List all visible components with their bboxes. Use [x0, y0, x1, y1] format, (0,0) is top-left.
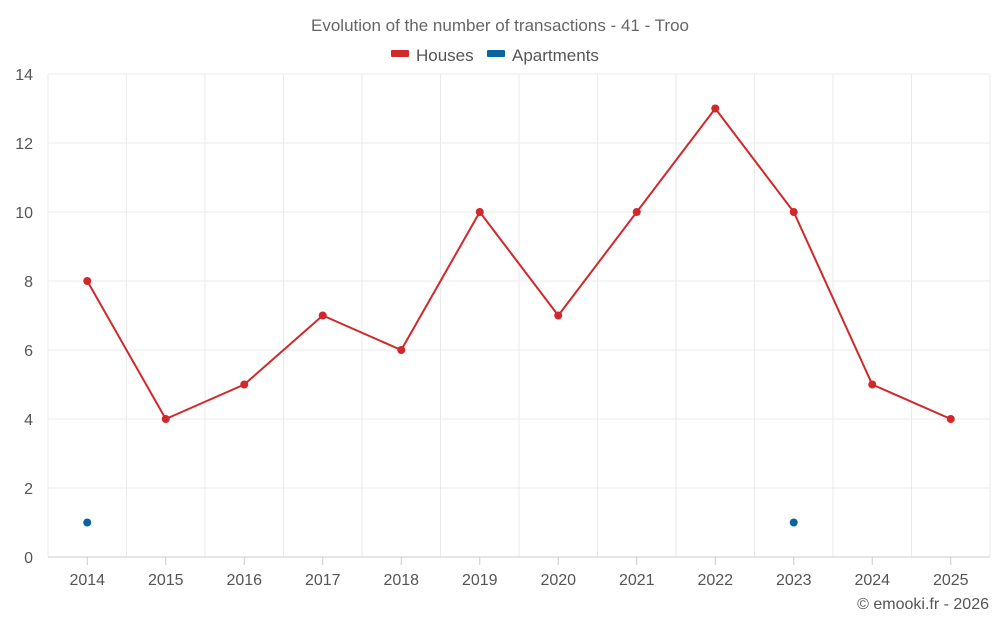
y-tick-label: 6 — [24, 343, 33, 360]
x-tick-label: 2017 — [305, 572, 341, 589]
x-tick-label: 2018 — [383, 572, 419, 589]
data-point-houses[interactable] — [554, 311, 563, 320]
chart-title: Evolution of the number of transactions … — [311, 16, 689, 35]
y-tick-label: 12 — [15, 136, 33, 153]
series-line-houses — [86, 107, 952, 420]
legend-label-apartments: Apartments — [512, 46, 599, 65]
data-point-houses[interactable] — [240, 380, 249, 389]
legend: Houses Apartments — [391, 46, 599, 65]
y-tick-label: 8 — [24, 274, 33, 291]
y-tick-label: 10 — [15, 205, 33, 222]
y-axis-ticks: 0 2 4 6 8 10 12 14 — [15, 67, 33, 567]
legend-label-houses: Houses — [416, 46, 474, 65]
data-point-houses[interactable] — [318, 311, 327, 320]
data-point-houses[interactable] — [83, 277, 92, 285]
data-point-houses[interactable] — [868, 380, 877, 389]
credit: © emooki.fr - 2026 — [857, 596, 989, 613]
x-tick-label: 2024 — [854, 572, 890, 589]
x-axis-ticks: 2014 2015 2016 2017 2018 2019 2020 2021 2022 2023… — [69, 557, 969, 589]
data-point-apartments[interactable] — [789, 518, 798, 527]
x-tick-label: 2025 — [933, 572, 969, 589]
legend-item-houses[interactable]: Houses — [391, 46, 474, 65]
x-tick-label: 2020 — [540, 572, 576, 589]
series-layer — [83, 104, 955, 527]
legend-swatch-apartments — [487, 50, 505, 57]
x-tick-label: 2019 — [462, 572, 498, 589]
y-tick-label: 14 — [15, 67, 33, 84]
x-tick-label: 2023 — [776, 572, 812, 589]
data-point-houses[interactable] — [632, 208, 641, 216]
legend-swatch-houses — [391, 50, 409, 57]
y-tick-label: 4 — [24, 412, 33, 429]
data-point-apartments[interactable] — [83, 518, 92, 527]
data-point-houses[interactable] — [946, 415, 955, 423]
x-tick-label: 2015 — [148, 572, 184, 589]
data-point-houses[interactable] — [711, 104, 720, 113]
data-point-houses[interactable] — [397, 346, 406, 354]
y-tick-label: 2 — [24, 481, 33, 498]
data-point-houses[interactable] — [789, 208, 798, 216]
grid — [47, 73, 991, 558]
data-point-houses[interactable] — [475, 208, 484, 216]
x-tick-label: 2021 — [619, 572, 655, 589]
y-tick-label: 0 — [24, 550, 33, 567]
x-tick-label: 2022 — [697, 572, 733, 589]
legend-item-apartments[interactable]: Apartments — [487, 46, 599, 65]
x-tick-label: 2016 — [226, 572, 262, 589]
x-tick-label: 2014 — [69, 572, 105, 589]
data-point-houses[interactable] — [161, 415, 170, 423]
